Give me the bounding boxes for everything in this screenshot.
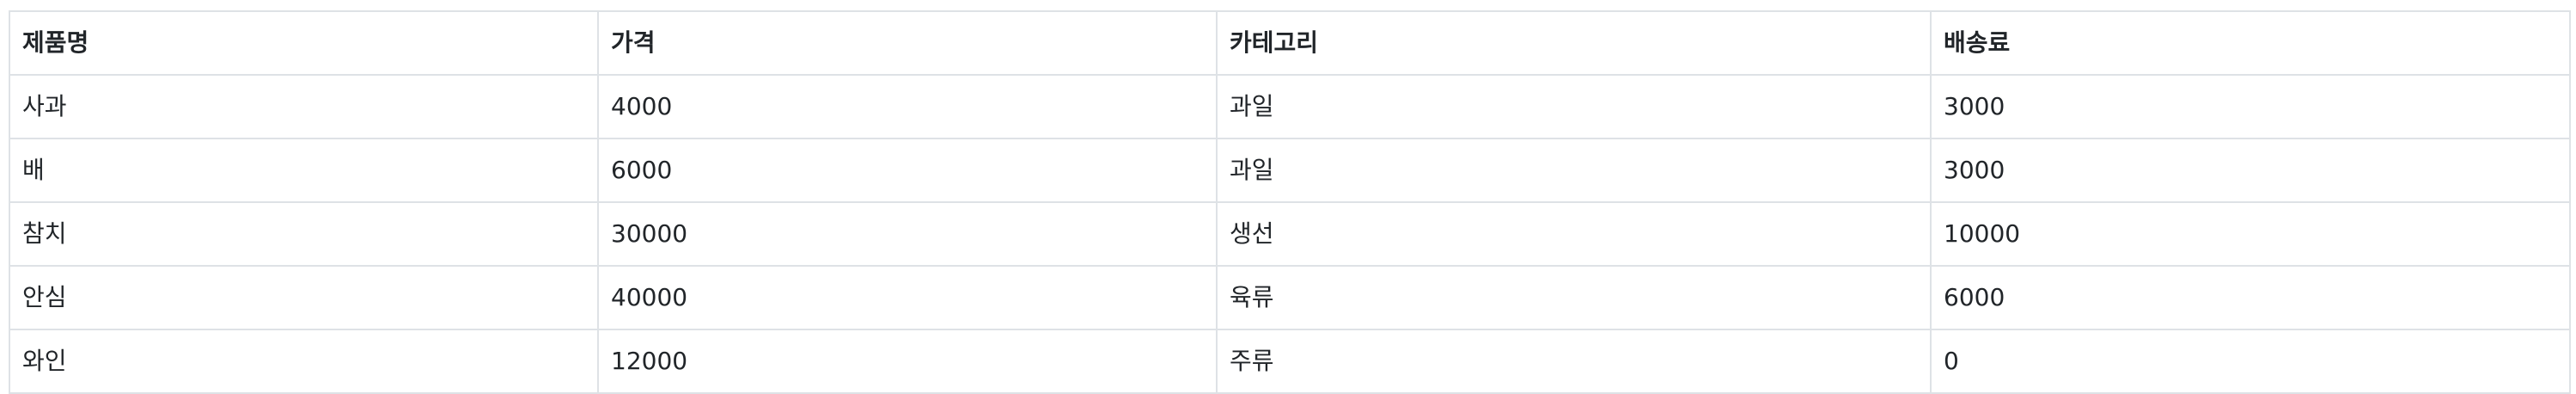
cell-product-name: 안심 [9, 265, 599, 330]
cell-product-name: 와인 [9, 329, 599, 394]
cell-shipping-fee: 3000 [1930, 74, 2571, 139]
cell-price: 6000 [597, 138, 1218, 203]
cell-price: 40000 [597, 265, 1218, 330]
cell-category: 과일 [1216, 74, 1932, 139]
cell-shipping-fee: 10000 [1930, 201, 2571, 267]
product-table: 제품명 가격 카테고리 배송료 사과 4000 과일 3000 배 6000 과… [9, 10, 2571, 394]
cell-product-name: 배 [9, 138, 599, 203]
table-row: 참치 30000 생선 10000 [9, 201, 2571, 267]
column-header-category: 카테고리 [1216, 10, 1932, 76]
cell-price: 30000 [597, 201, 1218, 267]
cell-shipping-fee: 0 [1930, 329, 2571, 394]
table-row: 배 6000 과일 3000 [9, 138, 2571, 203]
cell-product-name: 참치 [9, 201, 599, 267]
cell-product-name: 사과 [9, 74, 599, 139]
table-header-row: 제품명 가격 카테고리 배송료 [9, 10, 2571, 76]
column-header-product-name: 제품명 [9, 10, 599, 76]
cell-category: 과일 [1216, 138, 1932, 203]
cell-price: 12000 [597, 329, 1218, 394]
table-row: 안심 40000 육류 6000 [9, 265, 2571, 330]
cell-category: 육류 [1216, 265, 1932, 330]
cell-price: 4000 [597, 74, 1218, 139]
table-row: 와인 12000 주류 0 [9, 329, 2571, 394]
cell-shipping-fee: 3000 [1930, 138, 2571, 203]
cell-category: 생선 [1216, 201, 1932, 267]
table-row: 사과 4000 과일 3000 [9, 74, 2571, 139]
cell-category: 주류 [1216, 329, 1932, 394]
table-body: 사과 4000 과일 3000 배 6000 과일 3000 참치 30000 … [9, 74, 2571, 394]
column-header-price: 가격 [597, 10, 1218, 76]
cell-shipping-fee: 6000 [1930, 265, 2571, 330]
table-header: 제품명 가격 카테고리 배송료 [9, 10, 2571, 76]
product-table-container: 제품명 가격 카테고리 배송료 사과 4000 과일 3000 배 6000 과… [9, 10, 2571, 394]
column-header-shipping-fee: 배송료 [1930, 10, 2571, 76]
